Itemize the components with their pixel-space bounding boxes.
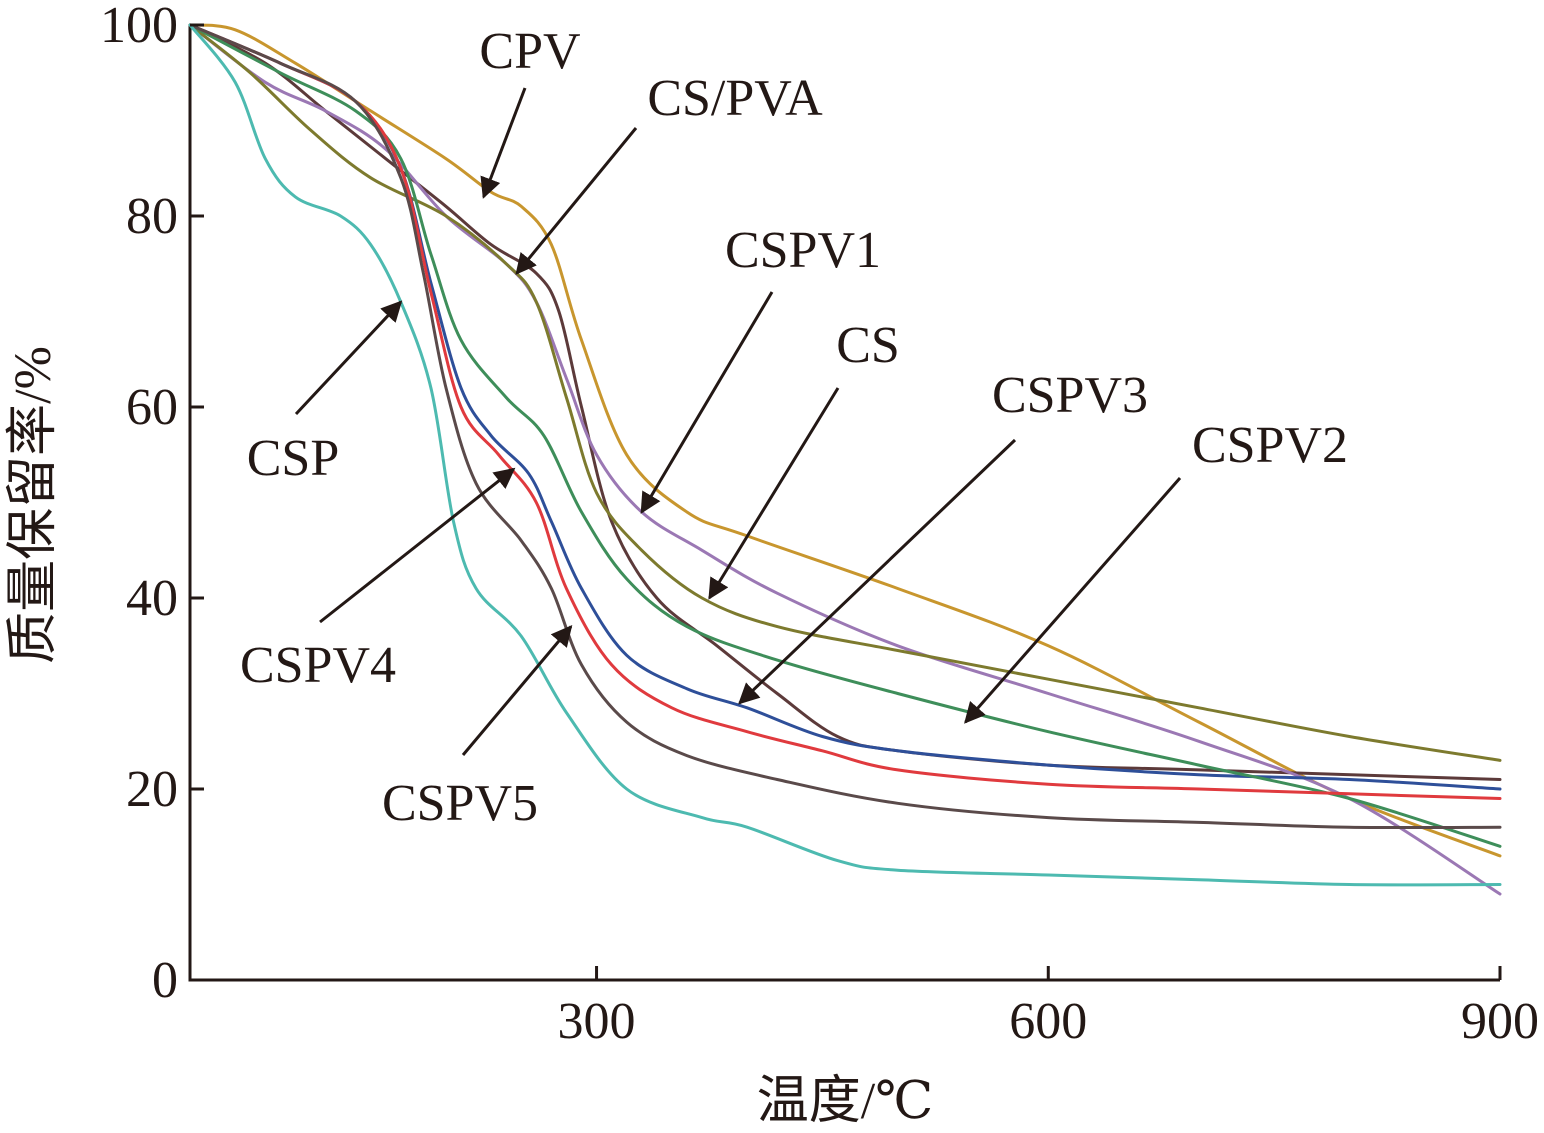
series-line-cspv2: [188, 23, 1502, 848]
annotation-arrow-cpv: [480, 87, 527, 199]
series-line-cspv5: [188, 23, 1502, 830]
series-line-cspv1: [188, 23, 1502, 896]
annotation-label-cspv2: CSPV2: [1192, 417, 1348, 474]
annotation-label-cspv1: CSPV1: [725, 222, 881, 279]
x-tick-label-300: 300: [558, 993, 636, 1050]
annotation-label-csp: CSP: [247, 430, 340, 487]
x-axis-title: 温度/℃: [757, 1073, 934, 1130]
axis-frame: [188, 25, 1500, 982]
annotation-label-cs-pva: CS/PVA: [647, 70, 823, 127]
annotation-arrow-cs: [708, 387, 840, 600]
annotation-arrow-cspv1: [640, 291, 774, 514]
annotation-label-cspv5: CSPV5: [382, 775, 538, 832]
annotation-layer: CPV CS/PVA CSPV1 CS CSPV3 CSPV2 CSP CSPV4 CSPV5: [240, 23, 1348, 832]
x-tick-label-900: 900: [1461, 993, 1539, 1050]
series-line-cspv4: [188, 23, 1502, 800]
annotation-arrow-cspv5: [461, 625, 573, 756]
annotation-label-cpv: CPV: [479, 23, 580, 80]
annotation-arrow-cs-pva: [515, 127, 638, 275]
axes: [188, 25, 1500, 982]
y-tick-label-100: 100: [100, 0, 178, 54]
series-layer: [188, 23, 1502, 896]
series-line-cs: [188, 23, 1502, 762]
x-tick-label-600: 600: [1009, 993, 1087, 1050]
ticks-layer: 0 20 40 60 80 100 300 600 900: [100, 0, 1539, 1050]
annotation-label-cspv3: CSPV3: [992, 367, 1148, 424]
y-tick-label-20: 20: [126, 761, 178, 818]
y-tick-label-0: 0: [152, 952, 178, 1009]
annotation-arrow-cspv2: [964, 477, 1182, 724]
series-line-cpv: [188, 23, 1502, 858]
y-axis-title: 质量保留率/%: [5, 346, 62, 664]
annotation-arrow-cspv3: [738, 438, 1017, 705]
y-tick-label-80: 80: [126, 188, 178, 245]
annotation-label-cspv4: CSPV4: [240, 637, 396, 694]
annotation-arrow-csp: [294, 300, 403, 416]
series-line-csp: [188, 23, 1502, 887]
annotation-label-cs: CS: [836, 317, 900, 374]
y-tick-label-60: 60: [126, 379, 178, 436]
annotation-arrow-cspv4: [319, 467, 516, 624]
y-tick-label-40: 40: [126, 570, 178, 627]
